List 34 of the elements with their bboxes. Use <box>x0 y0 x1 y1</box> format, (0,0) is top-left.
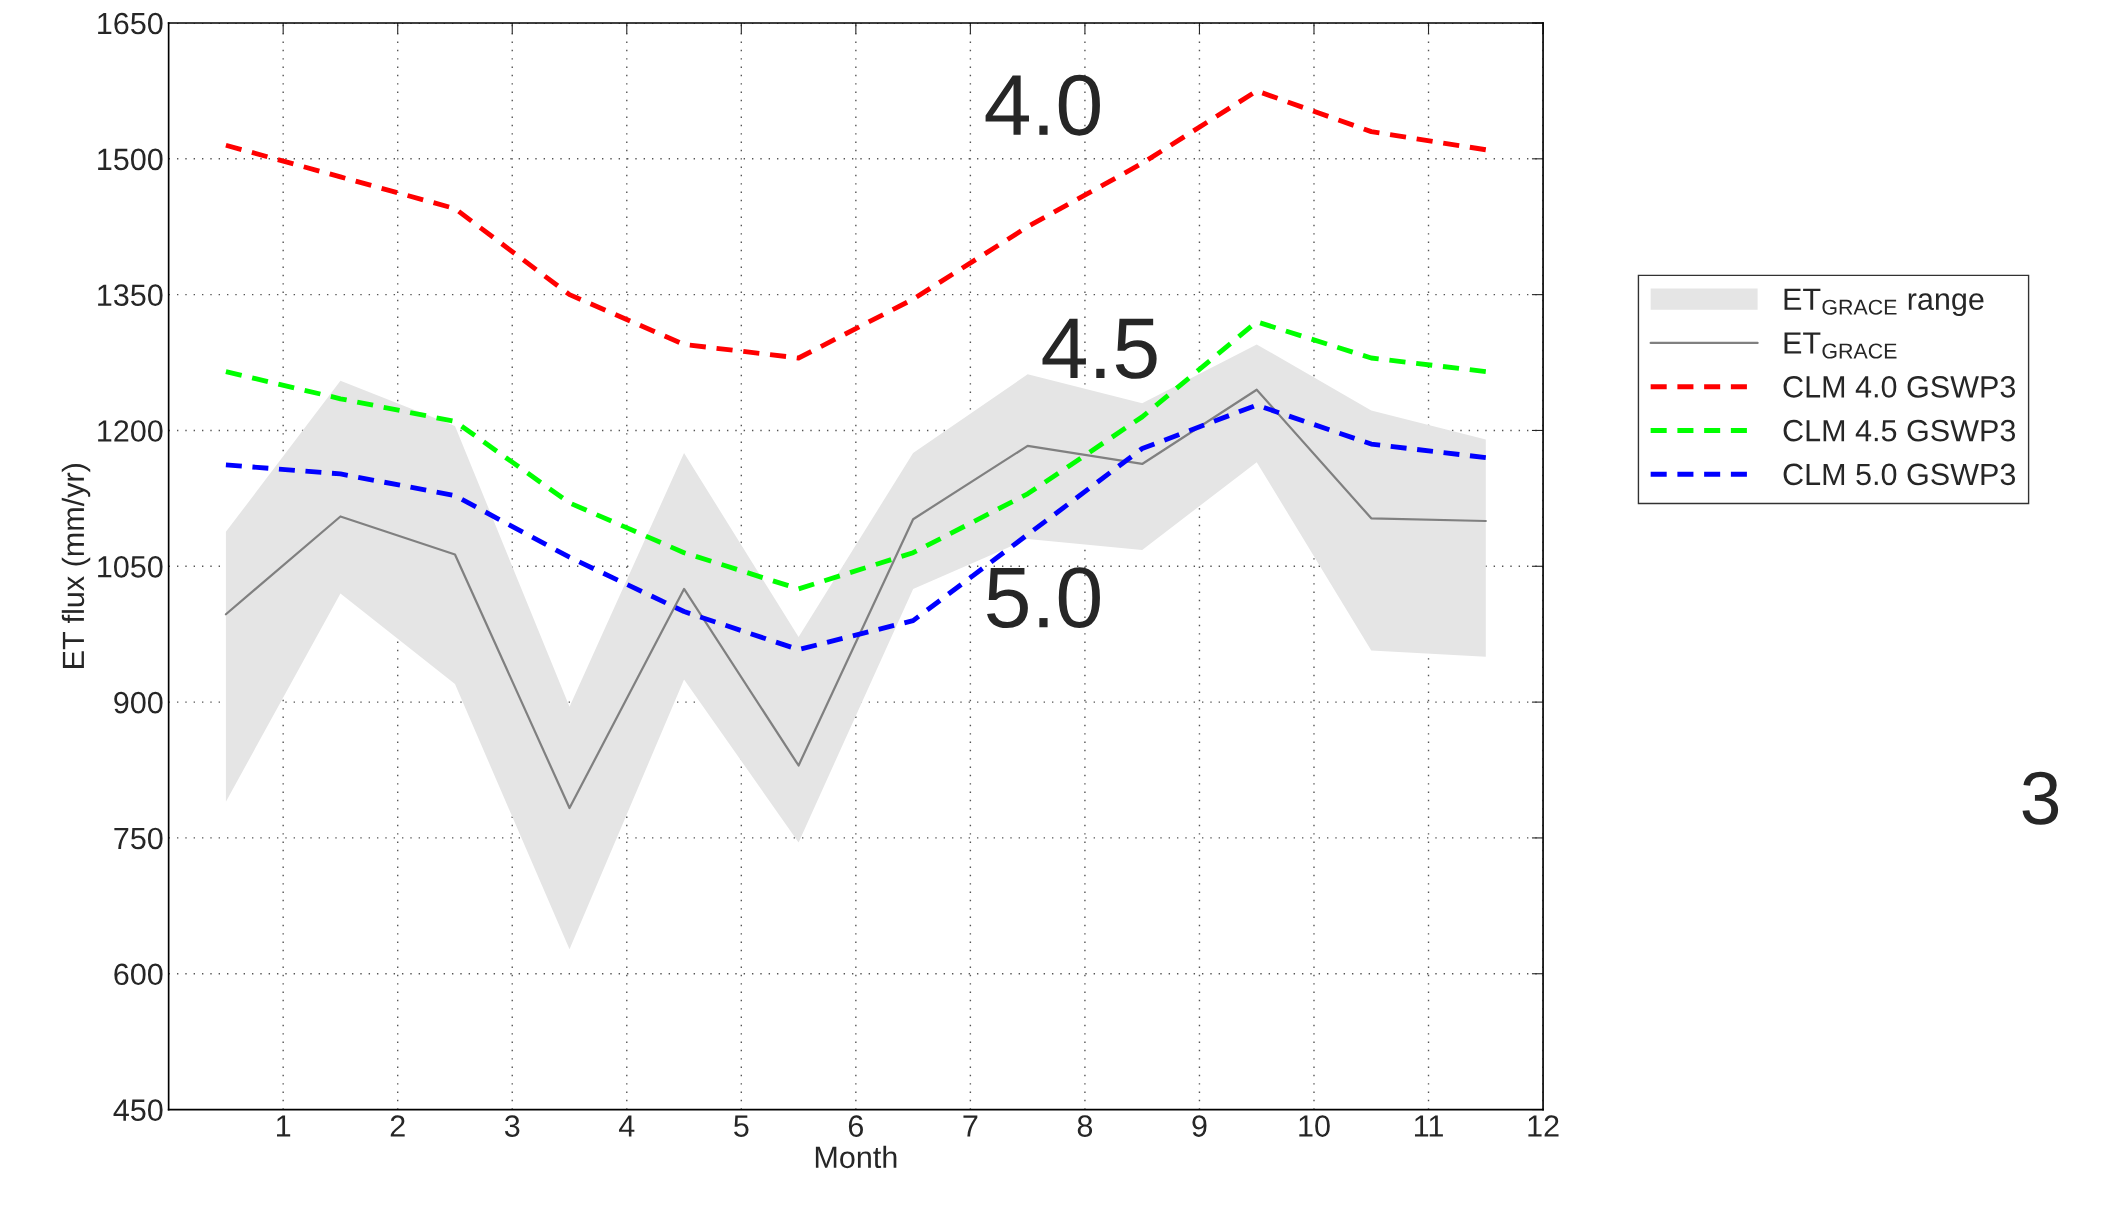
legend-label: CLM 5.0 GSWP3 <box>1783 463 2016 486</box>
annotation: 4.5 <box>1042 318 1157 379</box>
x-tick-label: 6 <box>848 1115 863 1137</box>
x-tick-label: 5 <box>734 1115 749 1137</box>
y-tick-label: 1050 <box>98 556 163 578</box>
x-tick-label: 9 <box>1192 1115 1207 1137</box>
y-tick-label: 450 <box>113 1099 163 1121</box>
legend-label: CLM 4.5 GSWP3 <box>1783 419 2016 442</box>
y-tick-label: 750 <box>114 827 163 850</box>
x-tick-label: 1 <box>277 1115 291 1137</box>
y-tick-label: 600 <box>114 963 163 986</box>
legend-label: ET$_{GRACE}$ <box>1784 332 1897 359</box>
text: 3 <box>2022 771 2059 825</box>
y-tick-label: 1350 <box>98 284 163 307</box>
y-tick-label: 900 <box>114 691 163 714</box>
legend-label: CLM 4.0 GSWP3 <box>1783 376 2016 398</box>
x-tick-label: 4 <box>618 1115 635 1137</box>
annotation: 4.0 <box>985 74 1100 136</box>
line-series <box>224 388 1487 810</box>
y-tick-label: 1200 <box>98 420 163 442</box>
x-tick-label: 2 <box>390 1115 405 1137</box>
x-tick-label: 7 <box>963 1115 978 1137</box>
x-tick-label: 11 <box>1414 1115 1443 1137</box>
y-tick-label: 1500 <box>98 148 163 171</box>
y-tick-label: 1650 <box>98 12 163 35</box>
x-tick-label: 8 <box>1077 1115 1093 1137</box>
y-axis-title: ET flux (mm/yr) <box>61 464 91 668</box>
x-tick-label: 12 <box>1528 1115 1559 1137</box>
x-tick-label: 3 <box>504 1115 520 1137</box>
legend-label: ET$_{GRACE}$ range <box>1784 288 1984 317</box>
x-tick-label: 10 <box>1299 1115 1330 1137</box>
line-series <box>223 402 1489 653</box>
x-axis-title: Month <box>815 1145 897 1169</box>
annotation: 5.0 <box>987 567 1100 629</box>
